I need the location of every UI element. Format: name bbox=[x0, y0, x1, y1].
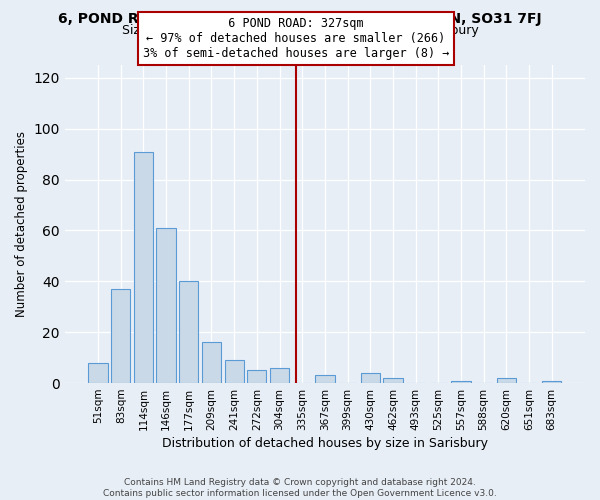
X-axis label: Distribution of detached houses by size in Sarisbury: Distribution of detached houses by size … bbox=[162, 437, 488, 450]
Bar bbox=[542, 380, 562, 383]
Text: Contains HM Land Registry data © Crown copyright and database right 2024.
Contai: Contains HM Land Registry data © Crown c… bbox=[103, 478, 497, 498]
Bar bbox=[179, 282, 199, 383]
Bar bbox=[361, 373, 380, 383]
Bar bbox=[247, 370, 266, 383]
Bar bbox=[315, 376, 335, 383]
Bar bbox=[88, 362, 108, 383]
Bar bbox=[224, 360, 244, 383]
Bar bbox=[497, 378, 516, 383]
Bar bbox=[134, 152, 153, 383]
Text: Size of property relative to detached houses in Sarisbury: Size of property relative to detached ho… bbox=[122, 24, 478, 37]
Bar bbox=[157, 228, 176, 383]
Bar bbox=[383, 378, 403, 383]
Bar bbox=[202, 342, 221, 383]
Bar bbox=[270, 368, 289, 383]
Text: 6, POND ROAD, SARISBURY GREEN, SOUTHAMPTON, SO31 7FJ: 6, POND ROAD, SARISBURY GREEN, SOUTHAMPT… bbox=[58, 12, 542, 26]
Bar bbox=[451, 380, 470, 383]
Y-axis label: Number of detached properties: Number of detached properties bbox=[15, 131, 28, 317]
Text: 6 POND ROAD: 327sqm  
← 97% of detached houses are smaller (266)
3% of semi-deta: 6 POND ROAD: 327sqm ← 97% of detached ho… bbox=[143, 17, 449, 60]
Bar bbox=[111, 289, 130, 383]
